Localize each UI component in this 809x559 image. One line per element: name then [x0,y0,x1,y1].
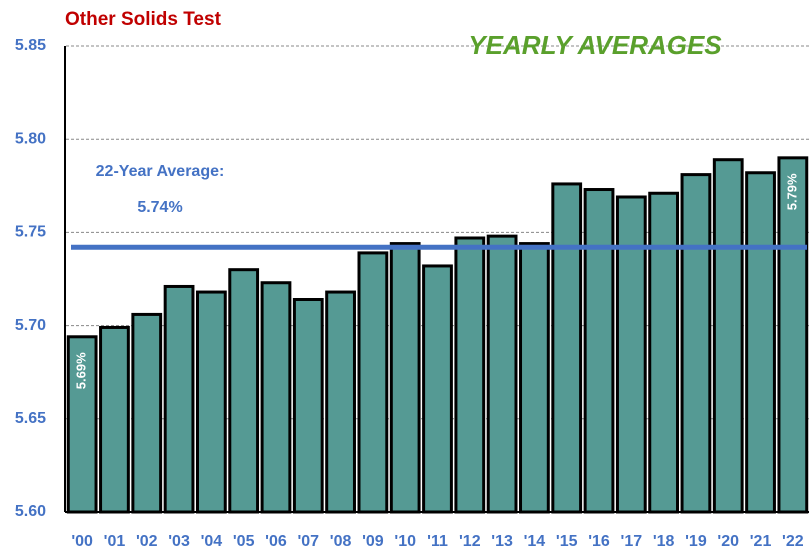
bar [163,284,195,514]
value-label: 5.69% [74,352,89,389]
x-tick-label: '06 [265,533,287,550]
x-tick-label: '11 [427,533,448,550]
x-tick-label: '00 [71,533,93,550]
x-tick-label: '02 [136,533,158,550]
bar [389,242,421,514]
bar [519,242,550,514]
bar [777,156,809,514]
chart-title: Other Solids Test [65,9,222,30]
x-tick-label: '07 [297,533,319,550]
x-tick-label: '08 [330,533,352,550]
y-tick-label: 5.70 [15,317,46,334]
y-tick-label: 5.80 [15,130,46,147]
x-tick-label: '05 [233,533,255,550]
y-tick-label: 5.75 [15,224,46,241]
bar [325,290,356,514]
y-tick-label: 5.65 [15,410,46,427]
bar [260,281,292,514]
chart-subtitle: YEARLY AVERAGES [468,30,722,60]
bar [292,298,324,514]
x-tick-label: '12 [459,533,481,550]
bar [712,158,744,514]
bar [454,236,486,514]
x-tick-label: '01 [104,533,126,550]
x-tick-label: '13 [491,533,513,550]
x-tick-label: '04 [201,533,223,550]
average-label: 5.74% [137,199,182,216]
y-tick-label: 5.60 [15,503,46,520]
bar [486,234,518,514]
x-tick-label: '09 [362,533,384,550]
plot: 5.60 5.65 5.70 5.75 5.80 5.85 '00 '01 '02 '03 '04 '… [15,37,809,550]
bar [551,182,583,514]
bar [99,325,130,514]
bar [680,173,712,514]
x-tick-label: '17 [621,533,643,550]
bar [648,191,680,514]
bar [583,188,615,514]
x-tick-label: '15 [556,533,578,550]
x-tick-label: '19 [685,533,707,550]
value-label: 5.79% [784,173,799,210]
bar [357,251,389,514]
bar [615,195,647,514]
bar [131,312,163,514]
x-tick-label: '16 [588,533,610,550]
bar [195,290,227,514]
x-tick-label: '03 [168,533,190,550]
x-tick-label: '18 [653,533,675,550]
bar [228,268,260,514]
bar [745,171,776,514]
x-tick-label: '20 [717,533,739,550]
x-tick-label: '21 [750,533,772,550]
x-tick-label: '10 [394,533,416,550]
bar [66,335,98,514]
annotation: 22-Year Average: [96,163,225,180]
x-tick-label: '14 [524,533,546,550]
y-tick-label: 5.85 [15,37,46,54]
bar [422,264,453,514]
x-tick-label: '22 [782,533,804,550]
